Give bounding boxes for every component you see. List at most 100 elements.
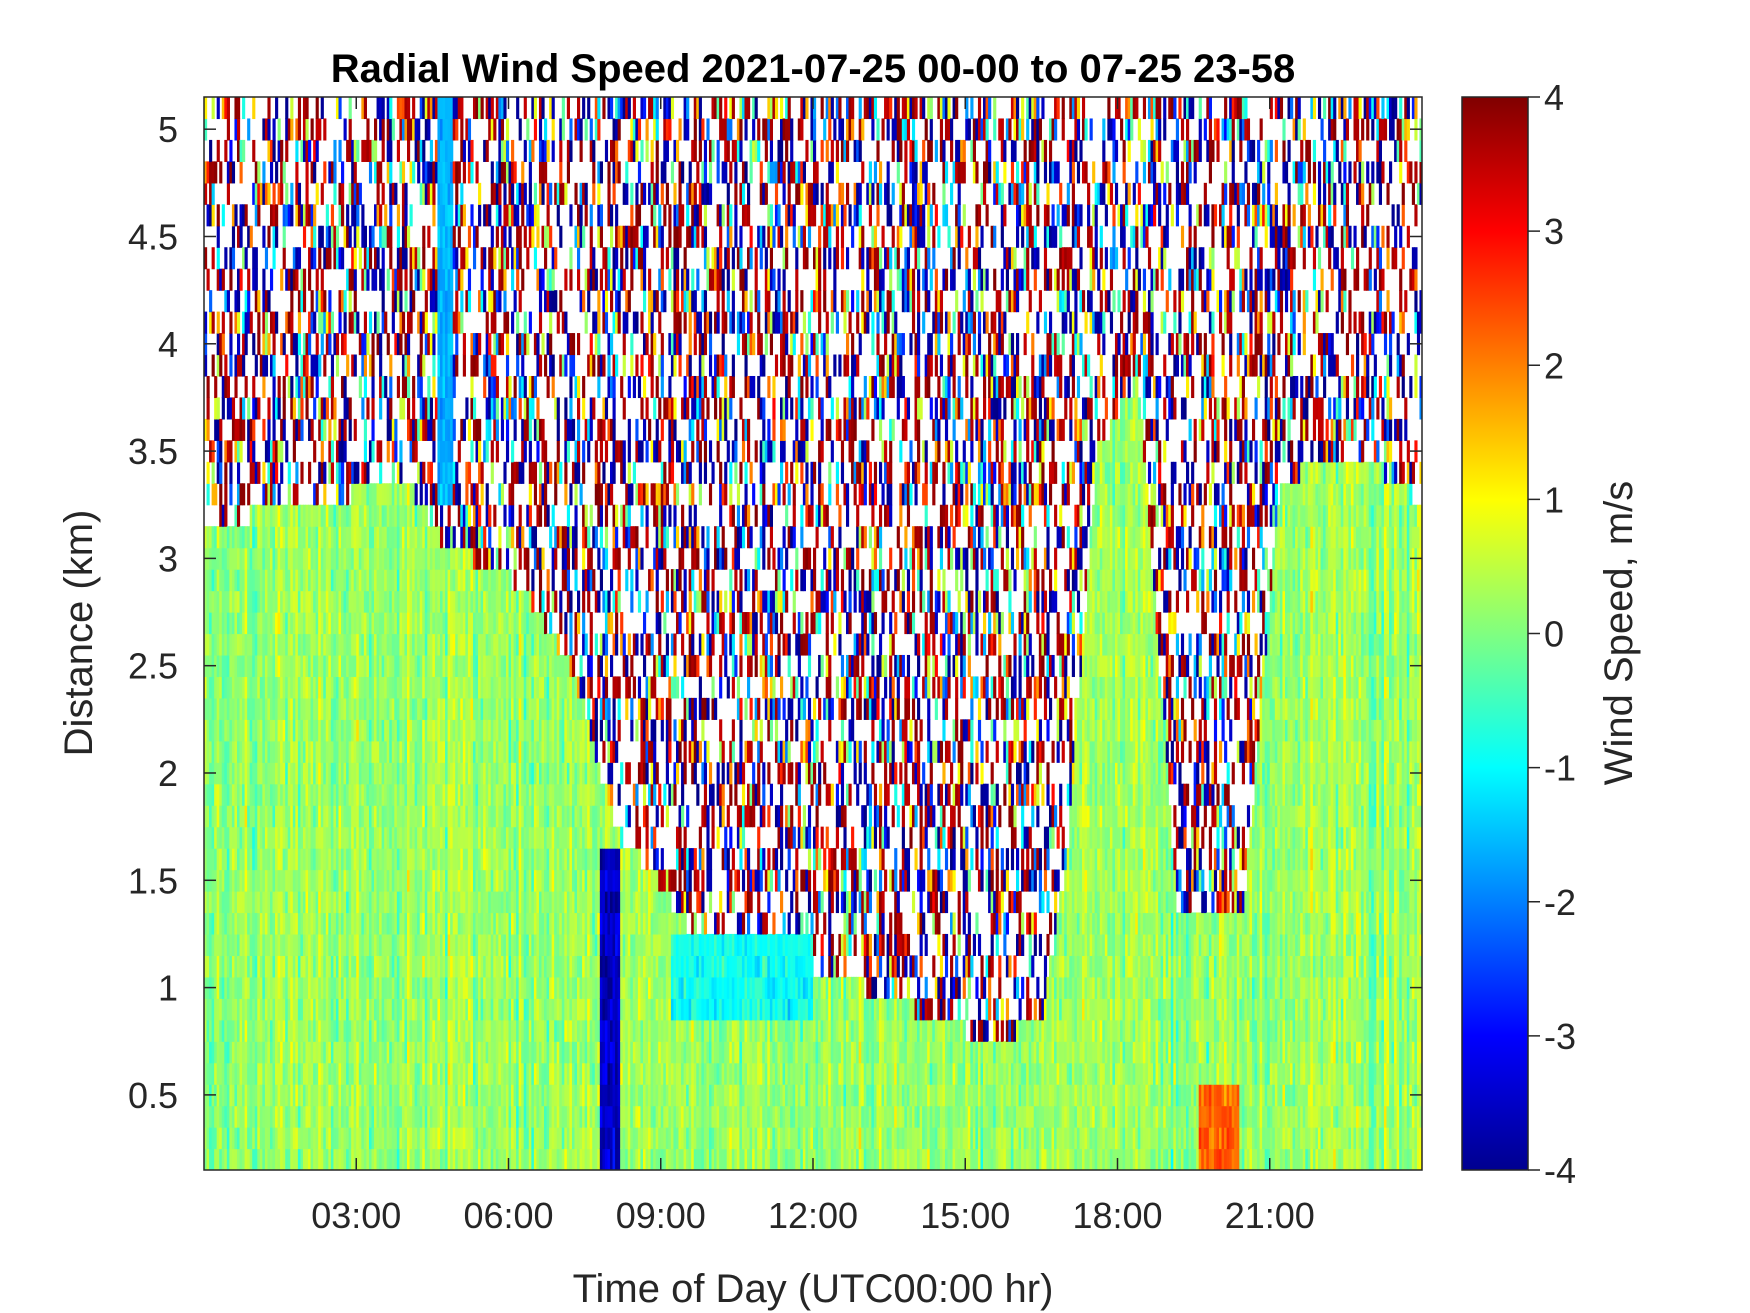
heatmap-cell [282,1127,286,1150]
heatmap-cell [341,1105,345,1128]
heatmap-cell [437,204,441,227]
heatmap-cell [371,869,375,892]
heatmap-cell [338,719,342,742]
heatmap-cell [457,1127,461,1150]
heatmap-cell [353,912,357,935]
heatmap-cell [490,461,494,484]
heatmap-cell [308,1041,312,1064]
heatmap-cell [363,504,367,527]
heatmap-cell [434,311,439,334]
heatmap-cell [432,612,436,635]
heatmap-cell [259,633,263,656]
heatmap-cell [353,869,357,892]
heatmap-cell [358,955,362,978]
heatmap-cell [333,247,337,270]
heatmap-cell [269,461,274,484]
heatmap-cell [455,1127,459,1150]
heatmap-cell [247,290,251,313]
heatmap-cell [254,1062,258,1085]
heatmap-cell [384,375,388,399]
heatmap-cell [216,826,220,849]
heatmap-cell [221,976,225,999]
heatmap-cell [234,976,238,999]
heatmap-cell [343,225,347,248]
heatmap-cell [318,955,322,978]
heatmap-cell [455,461,459,484]
heatmap-cell [386,590,390,613]
heatmap-cell [432,569,436,592]
heatmap-cell [295,783,299,806]
heatmap-cell [374,891,378,914]
heatmap-cell [330,397,335,420]
heatmap-cell [254,826,258,849]
heatmap-cell [335,869,340,892]
heatmap-cell [330,805,335,828]
heatmap-cell [231,1105,236,1128]
heatmap-cell [348,998,352,1021]
heatmap-cell [209,590,213,613]
heatmap-cell [442,1084,446,1107]
heatmap-cell [396,998,400,1021]
heatmap-cell [325,1148,329,1170]
heatmap-cell [204,740,208,763]
heatmap-cell [305,1062,309,1085]
heatmap-cell [229,848,233,871]
heatmap-cell [429,805,433,828]
heatmap-cell [445,182,449,205]
heatmap-cell [313,719,317,742]
heatmap-cell [452,97,456,120]
heatmap-cell [231,912,236,935]
heatmap-cell [368,1127,373,1150]
heatmap-cell [335,719,340,742]
heatmap-cell [211,933,215,956]
heatmap-cell [323,955,327,978]
heatmap-cell [407,783,411,806]
heatmap-cell [341,1127,345,1150]
heatmap-cell [429,182,433,205]
heatmap-cell [356,933,360,956]
heatmap-cell [262,1105,266,1128]
heatmap-cell [386,161,390,184]
heatmap-cell [439,139,444,162]
heatmap-cell [343,633,347,656]
heatmap-cell [419,97,423,120]
heatmap-cell [427,848,431,871]
heatmap-cell [259,805,263,828]
heatmap-cell [389,418,393,441]
heatmap-cell [361,740,365,763]
heatmap-cell [394,182,398,205]
heatmap-cell [505,118,510,141]
heatmap-cell [424,483,428,506]
heatmap-cell [209,912,213,935]
heatmap-cell [277,848,281,871]
heatmap-cell [224,590,228,613]
heatmap-cell [247,848,251,871]
heatmap-cell [434,483,439,506]
heatmap-cell [437,590,441,613]
heatmap-cell [450,354,454,377]
heatmap-cell [450,654,454,678]
heatmap-cell [424,955,428,978]
heatmap-cell [313,354,317,377]
heatmap-cell [206,676,210,699]
heatmap-cell [272,719,276,742]
heatmap-cell [264,1084,269,1107]
heatmap-cell [216,247,220,270]
heatmap-cell [404,976,408,999]
heatmap-cell [450,569,454,592]
heatmap-cell [259,976,263,999]
heatmap-cell [424,633,428,656]
heatmap-cell [353,1041,357,1064]
heatmap-cell [437,268,441,291]
heatmap-cell [242,333,246,356]
heatmap-cell [219,826,223,849]
heatmap-cell [234,933,238,956]
heatmap-cell [242,1084,246,1107]
heatmap-cell [249,1127,253,1150]
heatmap-cell [254,998,258,1021]
heatmap-cell [427,547,431,570]
heatmap-cell [269,654,274,678]
heatmap-cell [432,375,436,399]
heatmap-cell [226,976,230,999]
heatmap-cell [432,1084,436,1107]
